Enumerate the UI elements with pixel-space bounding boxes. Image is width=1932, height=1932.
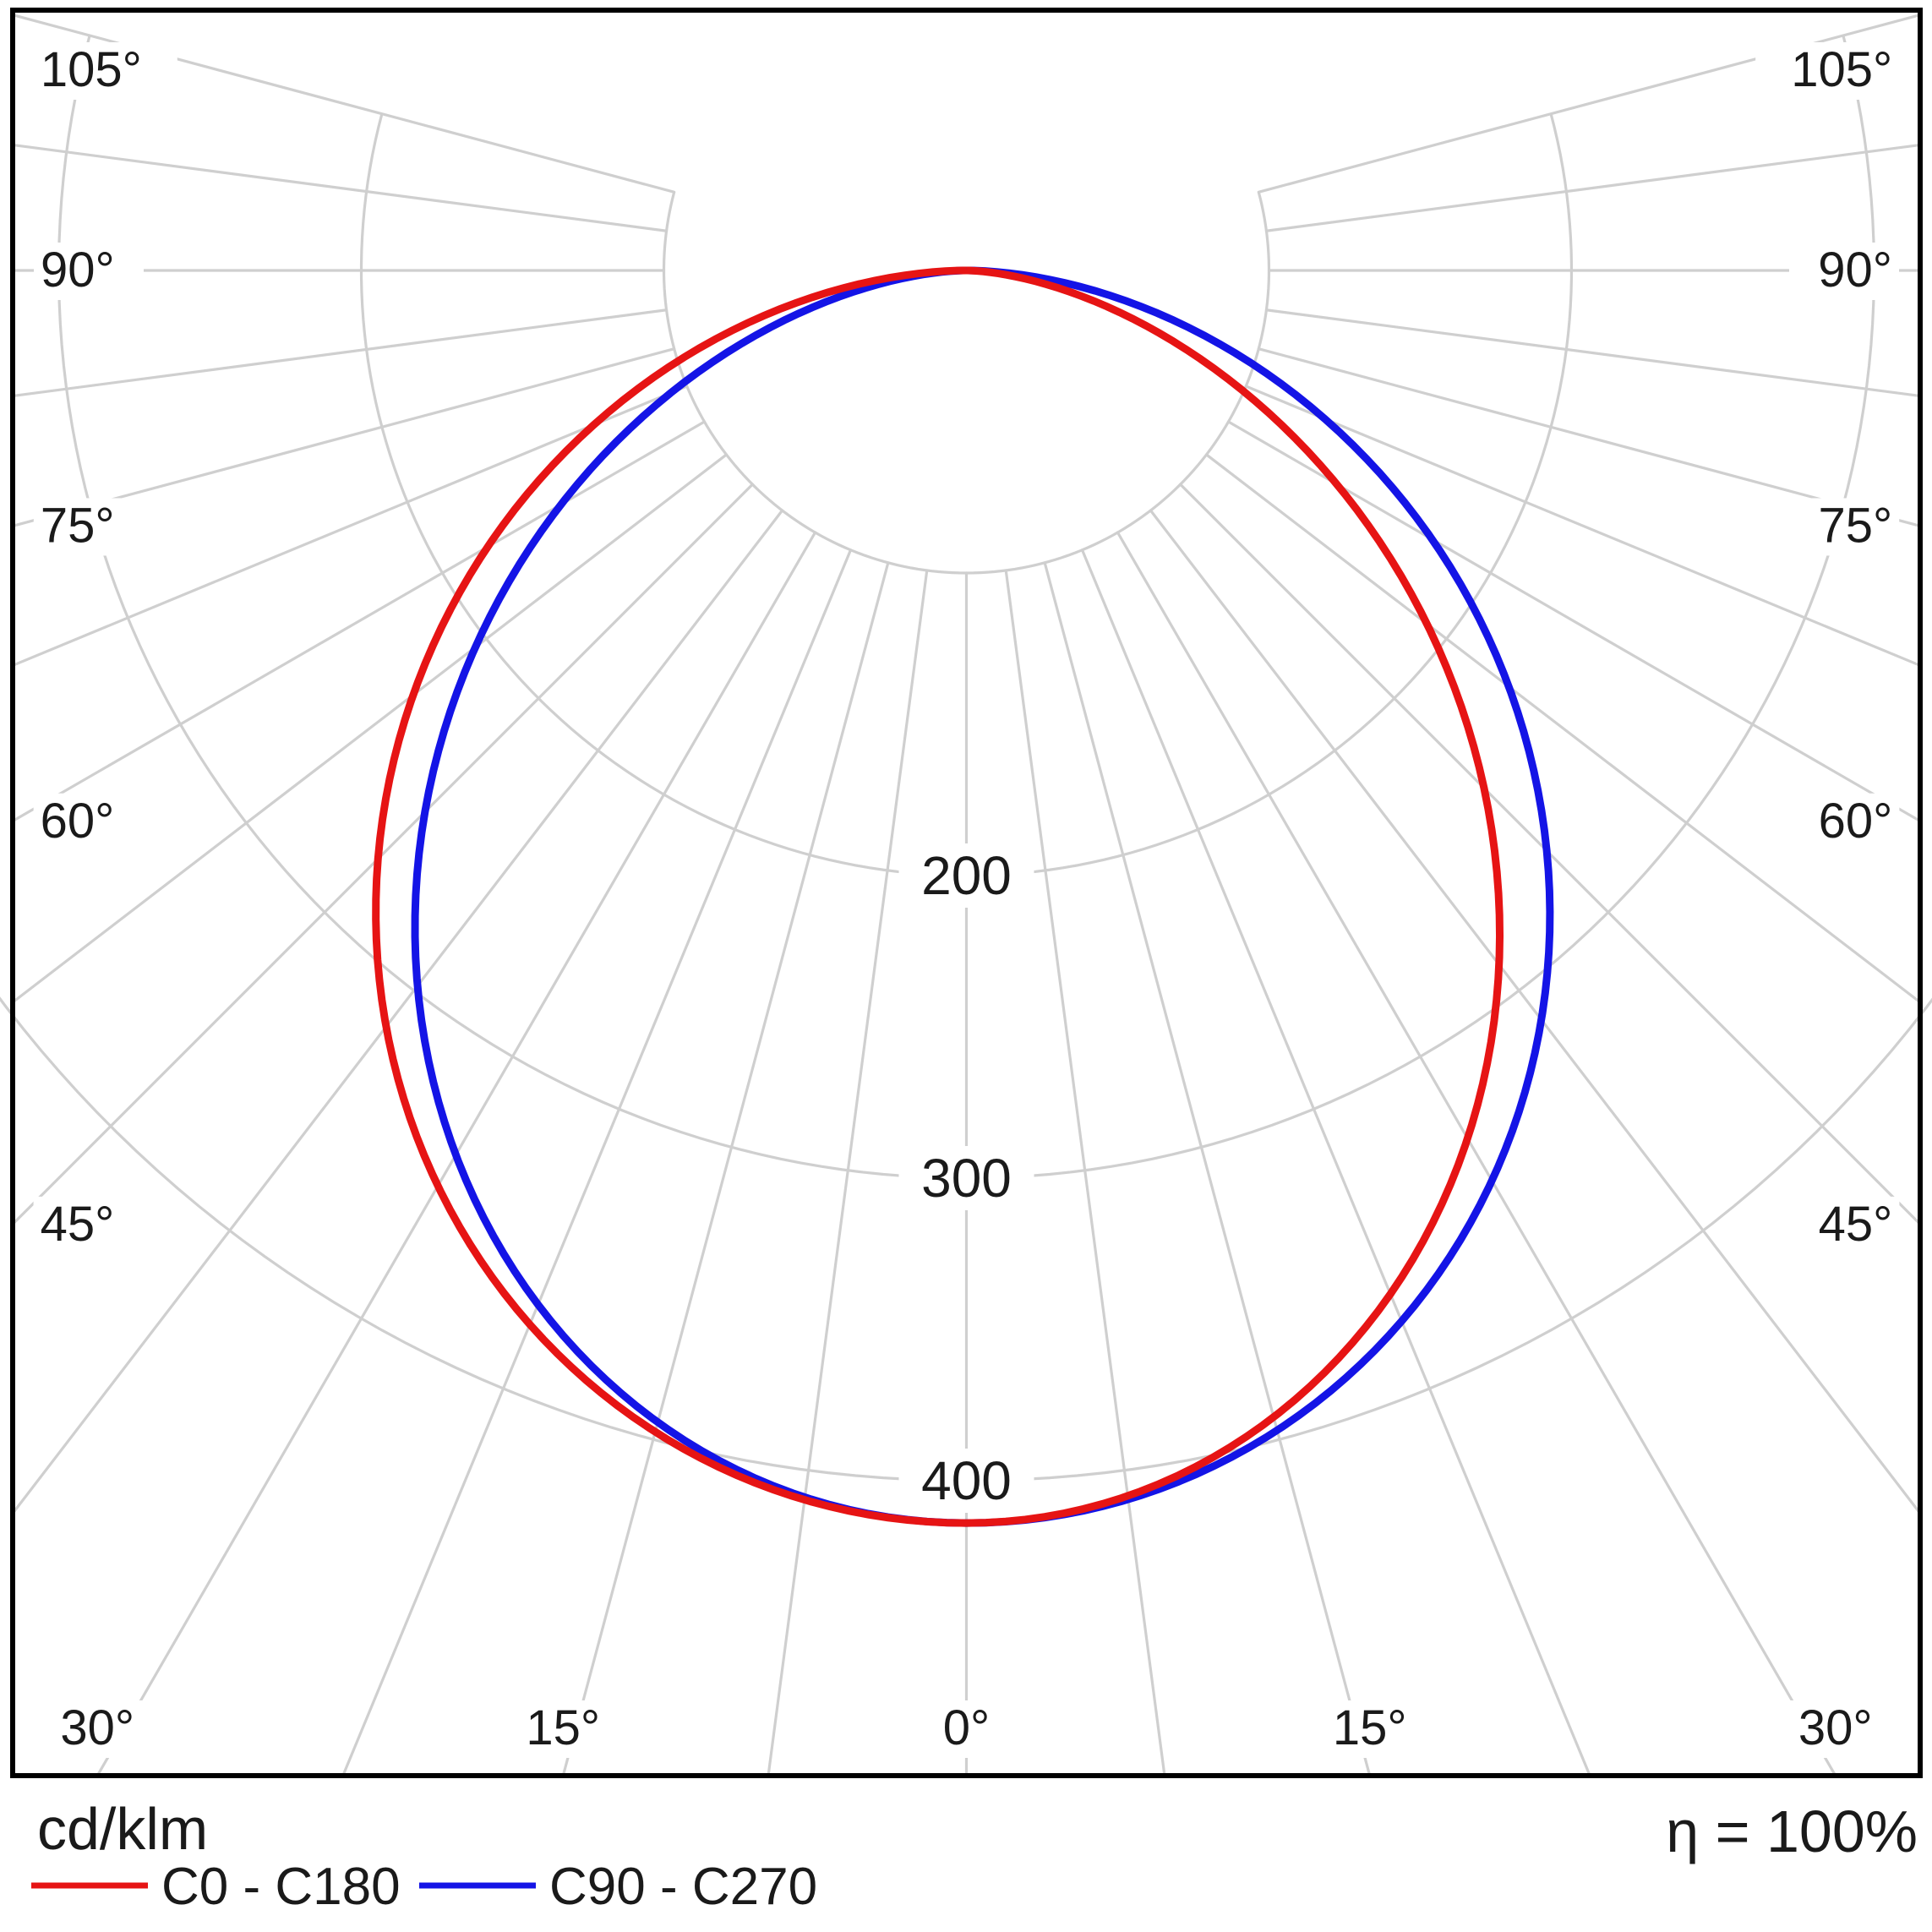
svg-text:15°: 15°: [526, 1700, 600, 1755]
svg-text:200: 200: [921, 845, 1012, 906]
svg-text:cd/klm: cd/klm: [37, 1796, 208, 1862]
svg-text:75°: 75°: [1818, 498, 1892, 553]
svg-text:15°: 15°: [1333, 1700, 1407, 1755]
svg-text:90°: 90°: [1818, 243, 1892, 297]
svg-text:300: 300: [921, 1148, 1012, 1209]
svg-text:90°: 90°: [41, 243, 115, 297]
svg-text:105°: 105°: [41, 42, 142, 97]
svg-text:30°: 30°: [1798, 1700, 1873, 1755]
svg-text:75°: 75°: [41, 498, 115, 553]
svg-text:0°: 0°: [943, 1700, 990, 1755]
svg-text:45°: 45°: [1819, 1197, 1893, 1252]
svg-text:60°: 60°: [41, 794, 115, 849]
svg-text:C90 - C270: C90 - C270: [549, 1858, 817, 1916]
svg-text:η = 100%: η = 100%: [1666, 1798, 1918, 1864]
svg-text:45°: 45°: [41, 1197, 115, 1252]
svg-text:C0 - C180: C0 - C180: [161, 1858, 401, 1916]
svg-text:60°: 60°: [1819, 794, 1893, 849]
svg-text:30°: 30°: [60, 1700, 134, 1755]
svg-text:400: 400: [921, 1450, 1012, 1511]
svg-text:105°: 105°: [1791, 42, 1892, 97]
